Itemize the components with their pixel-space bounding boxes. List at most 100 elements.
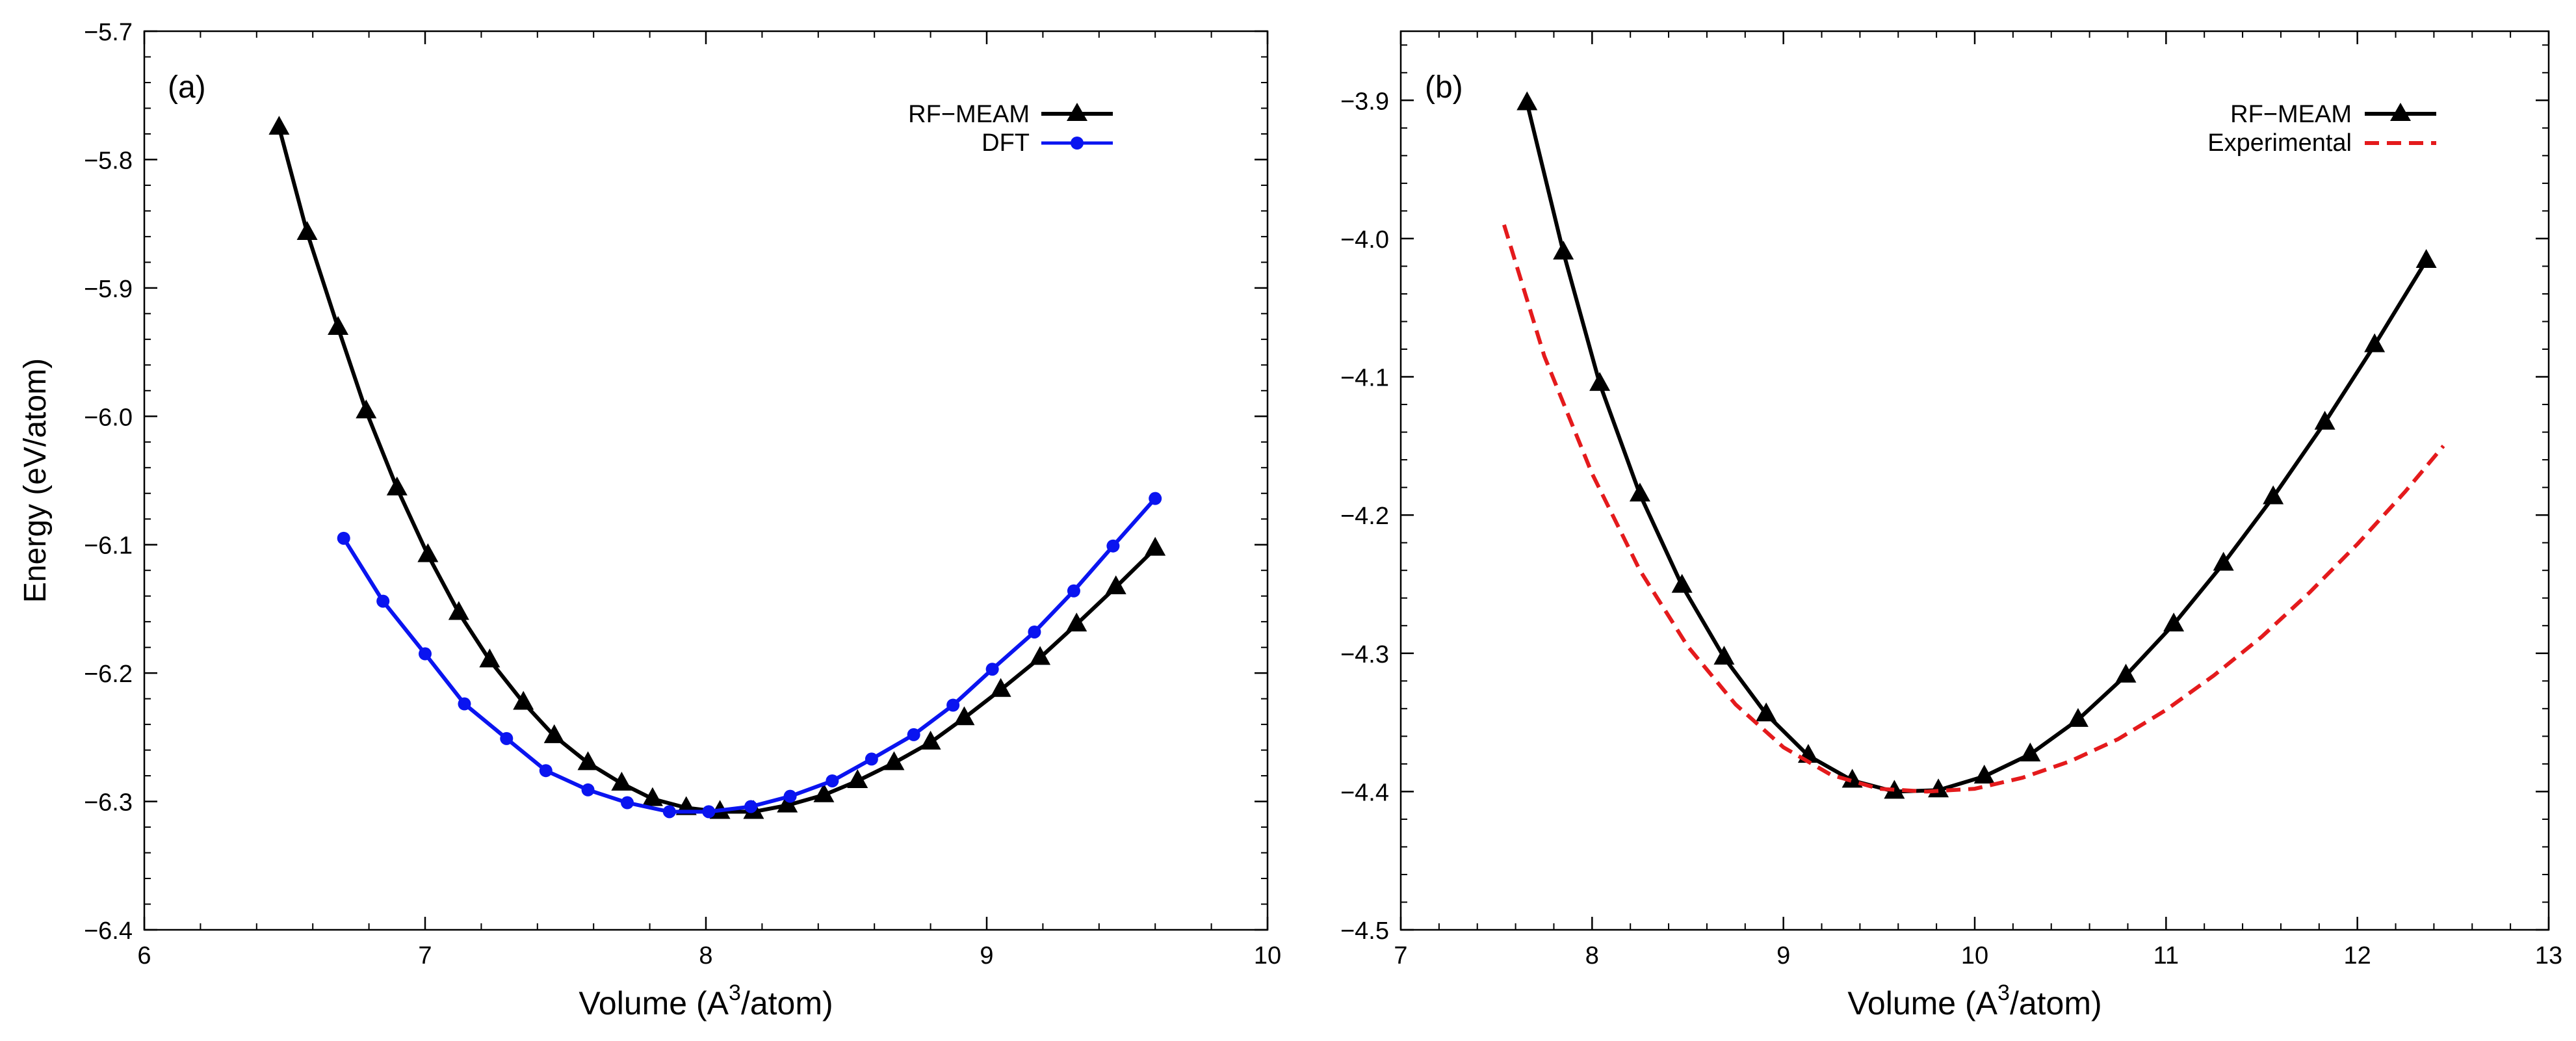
panel-a-point-rf-meam (990, 678, 1011, 697)
panel-a-point-rf-meam (356, 399, 377, 419)
panel-a-point-dft (1067, 584, 1080, 598)
panel-b-legend-label-rf-meam: RF−MEAM (2230, 101, 2352, 128)
panel-a-point-dft (621, 796, 634, 810)
panel-b-x-axis-title-superscript: 3 (1997, 981, 2010, 1005)
panel-b-ytick-label: −4.1 (1340, 365, 1389, 392)
panel-b-series-line-experimental (1502, 224, 2445, 794)
panel-b-ytick-label: −4.3 (1340, 641, 1389, 668)
panel-a-point-dft (337, 531, 350, 545)
panel-b-ytick-label: −4.0 (1340, 226, 1389, 254)
panel-a-point-rf-meam (611, 771, 632, 791)
panel-a-point-dft (539, 764, 553, 778)
panel-a-point-rf-meam (847, 769, 868, 788)
panel-a-xtick-label: 8 (699, 942, 712, 969)
panel-b-point-rf-meam (1713, 646, 1735, 665)
panel-a-point-dft (662, 805, 676, 819)
panel-b-ytick-label: −4.5 (1340, 917, 1389, 945)
panel-a-point-dft (702, 805, 716, 819)
panel-a-ytick-label: −5.7 (84, 19, 133, 46)
panel-a-point-rf-meam (268, 116, 290, 135)
panel-a-point-rf-meam (296, 220, 318, 240)
panel-a-legend-marker-rf-meam (1067, 103, 1087, 121)
panel-a-ytick-label: −5.9 (84, 276, 133, 303)
panel-b-point-rf-meam (1756, 702, 1777, 722)
panel-a-label: (a) (168, 70, 206, 105)
panel-a-point-dft (946, 698, 960, 712)
panel-a-point-rf-meam (1030, 646, 1051, 665)
y-axis-title: Energy (eV/atom) (18, 358, 53, 603)
panel-a-point-rf-meam (1066, 613, 1087, 632)
panel-a-point-dft (458, 697, 471, 711)
panel-a-point-dft (500, 731, 514, 745)
panel-b-point-rf-meam (2020, 742, 2041, 761)
panel-b-xtick-label: 12 (2344, 942, 2371, 969)
panel-b-x-axis-title-suffix: /atom) (2010, 985, 2102, 1021)
panel-a-point-rf-meam (448, 601, 469, 620)
panel-a: 6 7 8 9 10 −6.4 −6.3 −6.2 −6.1 −6.0 −5.9 −5.8 −5.7 (… (84, 19, 1281, 969)
panel-a-x-axis-title-prefix: Volume (A (579, 985, 729, 1021)
panel-a-ytick-label: −6.4 (84, 917, 133, 945)
panel-b: 7 8 9 10 11 12 13−4.5−4.4−4.3−4.2−4.1−4.0−3.9 … (1340, 30, 2562, 969)
panel-a-xtick-label: 9 (980, 942, 993, 969)
panel-b-xtick-label: 11 (2153, 942, 2179, 969)
panel-a-point-dft (1106, 539, 1120, 553)
panel-a-ytick-label: −6.3 (84, 789, 133, 817)
panel-b-ytick-label: −3.9 (1340, 88, 1389, 115)
panel-a-point-rf-meam (417, 543, 439, 562)
panel-a-point-rf-meam (1105, 575, 1126, 594)
panel-a-ytick-label: −6.1 (84, 533, 133, 560)
panel-a-point-dft (985, 663, 999, 676)
panel-a-point-rf-meam (642, 787, 663, 806)
panel-b-point-rf-meam (1841, 769, 1863, 788)
panel-a-point-rf-meam (577, 751, 599, 771)
panel-a-point-dft (865, 752, 878, 766)
panel-b-point-rf-meam (2213, 551, 2234, 571)
panel-b-legend-marker-rf-meam (2390, 103, 2411, 121)
panel-b-point-rf-meam (1516, 91, 1538, 111)
panel-b-point-rf-meam (2067, 707, 2088, 727)
panel-a-x-axis-title-suffix: /atom) (741, 985, 833, 1021)
panel-b-point-rf-meam (1671, 573, 1693, 593)
panel-b-point-rf-meam (1553, 241, 1574, 260)
panel-a-point-rf-meam (813, 783, 835, 802)
panel-b-series (1502, 91, 2445, 799)
panel-a-series (268, 116, 1166, 819)
panel-a-point-dft (581, 783, 595, 797)
panel-a-x-axis-title: Volume (A3/atom) (579, 981, 833, 1021)
panel-b-point-rf-meam (2163, 613, 2185, 632)
panel-a-legend-label-dft: DFT (982, 129, 1030, 157)
panel-a-point-rf-meam (386, 476, 408, 495)
panel-b-x-axis-title-prefix: Volume (A (1847, 985, 1997, 1021)
panel-a-point-dft (419, 647, 432, 661)
panel-a-point-dft (826, 774, 839, 787)
panel-b-point-rf-meam (1884, 780, 1905, 799)
panel-b-point-rf-meam (2314, 410, 2335, 430)
panel-a-point-dft (783, 789, 797, 803)
panel-a-xtick-label: 7 (418, 942, 432, 969)
panel-b-legend: RF−MEAM Experimental (2207, 101, 2436, 157)
panel-b-point-rf-meam (2263, 485, 2284, 505)
panel-a-ticks (143, 30, 1269, 931)
panel-b-ytick-label: −4.4 (1340, 779, 1389, 806)
panel-b-tick-labels: 7 8 9 10 11 12 13 −4.5 −4.4 −4.3 −4.2 −4.1 −4.0 −3.9 (1340, 88, 2562, 969)
panel-b-point-rf-meam (2364, 333, 2386, 352)
panel-b-xtick-label: 7 (1394, 942, 1407, 969)
panel-b-point-rf-meam (1973, 764, 1995, 784)
panel-b-ticks (1399, 31, 2550, 931)
panel-b-point-rf-meam (1589, 372, 1611, 391)
panel-b-xtick-label: 10 (1961, 942, 1988, 969)
panel-a-ytick-label: −6.2 (84, 661, 133, 688)
panel-b-xtick-label: 9 (1776, 942, 1790, 969)
panel-a-ytick-label: −5.8 (84, 147, 133, 174)
panel-a-legend-marker-dft (1071, 137, 1084, 150)
panel-a-point-rf-meam (954, 706, 975, 726)
panel-a-legend-label-rf-meam: RF−MEAM (908, 101, 1030, 128)
panel-b-point-rf-meam (2415, 248, 2437, 268)
panel-a-point-dft (1028, 625, 1041, 639)
panel-b-x-axis-title: Volume (A3/atom) (1847, 981, 2101, 1021)
panel-a-point-rf-meam (1145, 536, 1166, 556)
panel-a-point-rf-meam (883, 751, 905, 771)
panel-b-xtick-label: 8 (1585, 942, 1599, 969)
